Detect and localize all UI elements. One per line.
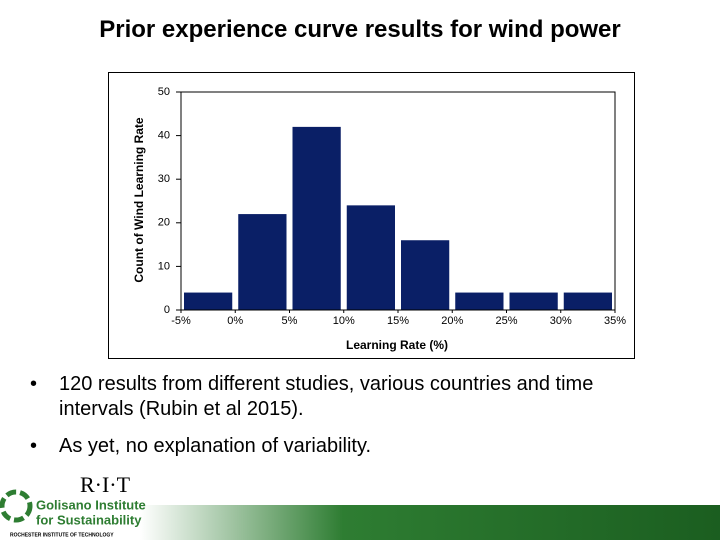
- footer: R·I·T Golisano Institute for Sustainabil…: [0, 476, 720, 540]
- x-tick-label: 35%: [604, 315, 626, 327]
- y-tick-label: 40: [158, 130, 170, 142]
- plot-frame: [180, 91, 616, 311]
- y-tick-label: 30: [158, 173, 170, 185]
- x-tick-label: 5%: [282, 315, 298, 327]
- y-tick-label: 10: [158, 260, 170, 272]
- logo-line: Golisano Institute: [36, 497, 146, 512]
- x-tick-label: 30%: [550, 315, 572, 327]
- x-tick-label: 25%: [495, 315, 517, 327]
- logo-icon: [0, 489, 33, 523]
- x-axis-label: Learning Rate (%): [346, 338, 448, 352]
- bar: [238, 214, 287, 310]
- logo-line: for Sustainability: [36, 512, 142, 527]
- y-tick-label: 50: [158, 86, 170, 98]
- bar: [563, 292, 612, 310]
- footer-bar: [140, 505, 720, 540]
- x-tick-label: 20%: [441, 315, 463, 327]
- bullet: As yet, no explanation of variability.: [30, 434, 670, 459]
- bullet-list: 120 results from different studies, vari…: [30, 372, 670, 471]
- bar: [509, 292, 558, 310]
- slide-title: Prior experience curve results for wind …: [99, 16, 621, 43]
- x-tick-label: 10%: [333, 315, 355, 327]
- logo-line: ROCHESTER INSTITUTE OF TECHNOLOGY: [10, 532, 114, 538]
- x-tick-label: -5%: [171, 315, 191, 327]
- bar: [292, 126, 341, 310]
- bar: [455, 292, 504, 310]
- x-tick-label: 15%: [387, 315, 409, 327]
- y-axis-label: Count of Wind Learning Rate: [132, 117, 146, 283]
- bar: [401, 240, 450, 310]
- x-tick-label: 0%: [227, 315, 243, 327]
- y-tick-label: 20: [158, 217, 170, 229]
- logo-rit: R·I·T: [80, 476, 131, 497]
- bar: [346, 205, 395, 310]
- bar: [184, 292, 233, 310]
- y-tick-label: 0: [164, 304, 170, 316]
- bullet: 120 results from different studies, vari…: [30, 372, 670, 422]
